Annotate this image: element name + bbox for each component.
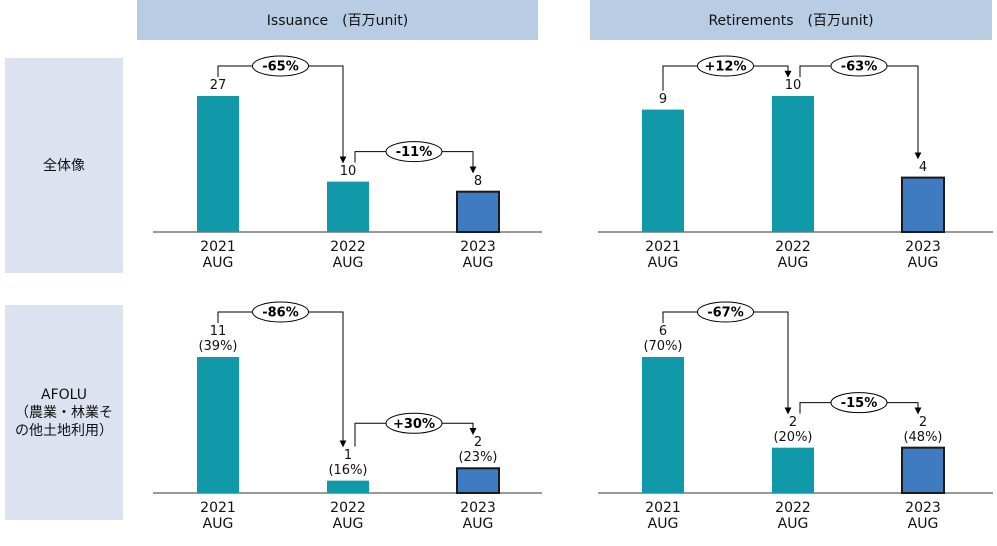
value-label: 6 (70%) — [643, 324, 683, 354]
x-tick-label: 2023 AUG — [905, 500, 941, 532]
x-tick-label: 2023 AUG — [460, 239, 496, 271]
row-label: 全体像 — [5, 58, 123, 273]
change-label: -11% — [396, 145, 433, 160]
value-label: 4 — [918, 159, 928, 175]
bar — [901, 446, 945, 494]
change-label: +30% — [393, 417, 435, 432]
change-bubble — [697, 301, 754, 323]
bar — [327, 181, 369, 232]
x-tick-label: 2021 AUG — [200, 239, 236, 271]
bar — [772, 96, 814, 232]
change-label: -65% — [262, 60, 299, 75]
change-bubble — [830, 392, 888, 414]
value-label: 10 — [339, 163, 357, 179]
change-bubble — [252, 301, 309, 323]
value-label: 2 (48%) — [903, 414, 943, 445]
bar — [642, 357, 684, 493]
bar — [456, 190, 500, 233]
change-label: +12% — [704, 60, 746, 75]
change-bubble — [697, 55, 754, 77]
change-bubble — [385, 412, 443, 434]
value-label: 1 (16%) — [328, 447, 368, 478]
bar — [901, 176, 945, 234]
value-label: 8 — [473, 173, 483, 189]
change-bubble — [252, 55, 309, 77]
x-tick-label: 2021 AUG — [200, 500, 236, 532]
bar — [327, 480, 369, 493]
value-label: 27 — [209, 78, 227, 93]
bar — [197, 96, 239, 232]
x-tick-label: 2022 AUG — [330, 239, 366, 271]
value-label: 2 (20%) — [773, 414, 813, 445]
x-tick-label: 2021 AUG — [645, 500, 681, 532]
change-label: -86% — [262, 306, 299, 321]
change-label: -63% — [841, 60, 878, 75]
change-bubble — [385, 141, 443, 163]
column-header: Retirements (百万unit) — [590, 0, 992, 40]
value-label: 2 (23%) — [458, 435, 498, 466]
row-label: AFOLU （農業・林業そ の他土地利用） — [5, 305, 123, 520]
bar — [642, 109, 684, 232]
change-bubble — [830, 55, 888, 77]
x-tick-label: 2023 AUG — [460, 500, 496, 532]
x-tick-label: 2022 AUG — [775, 500, 811, 532]
value-label: 11 (39%) — [198, 324, 238, 354]
change-label: -67% — [707, 306, 744, 321]
change-label: -15% — [841, 396, 878, 411]
bar — [197, 357, 239, 493]
bar — [772, 447, 814, 493]
column-header: Issuance (百万unit) — [137, 0, 538, 40]
x-tick-label: 2023 AUG — [905, 239, 941, 271]
value-label: 9 — [658, 91, 668, 107]
x-tick-label: 2022 AUG — [330, 500, 366, 532]
x-tick-label: 2022 AUG — [775, 239, 811, 271]
bar — [456, 467, 500, 495]
x-tick-label: 2021 AUG — [645, 239, 681, 271]
value-label: 10 — [784, 78, 802, 93]
